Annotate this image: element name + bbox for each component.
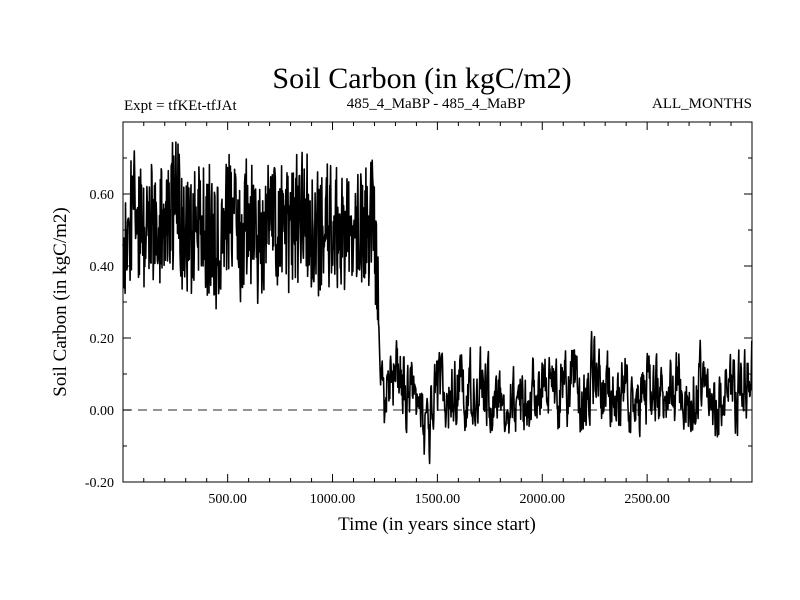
plot-frame: [122, 121, 753, 483]
months-label: ALL_MONTHS: [652, 96, 752, 112]
x-tick-label: 1000.00: [310, 492, 356, 507]
x-tick-label: 2500.00: [624, 492, 670, 507]
run-label: 485_4_MaBP - 485_4_MaBP: [347, 96, 526, 112]
y-tick-label: 0.20: [90, 332, 115, 347]
x-axis-label: Time (in years since start): [338, 514, 536, 535]
soil-carbon-series-line: [122, 141, 753, 465]
y-tick-label: 0.60: [90, 188, 115, 203]
x-tick-label: 2000.00: [520, 492, 566, 507]
y-axis: -0.20 0.00 0.20 0.40 0.60: [85, 157, 752, 491]
y-tick-label: 0.40: [90, 260, 115, 275]
y-tick-label: -0.20: [85, 476, 114, 491]
x-tick-label: 500.00: [208, 492, 247, 507]
x-tick-label: 1500.00: [415, 492, 461, 507]
plot-area: [122, 141, 753, 465]
x-axis: 500.00 1000.00 1500.00 2000.00 2500.00: [143, 122, 732, 507]
expt-label: Expt = tfKEt-tfJAt: [124, 98, 237, 114]
y-tick-label: 0.00: [90, 404, 115, 419]
chart-title: Soil Carbon (in kgC/m2): [272, 62, 571, 95]
y-axis-label: Soil Carbon (in kgC/m2): [50, 207, 71, 396]
